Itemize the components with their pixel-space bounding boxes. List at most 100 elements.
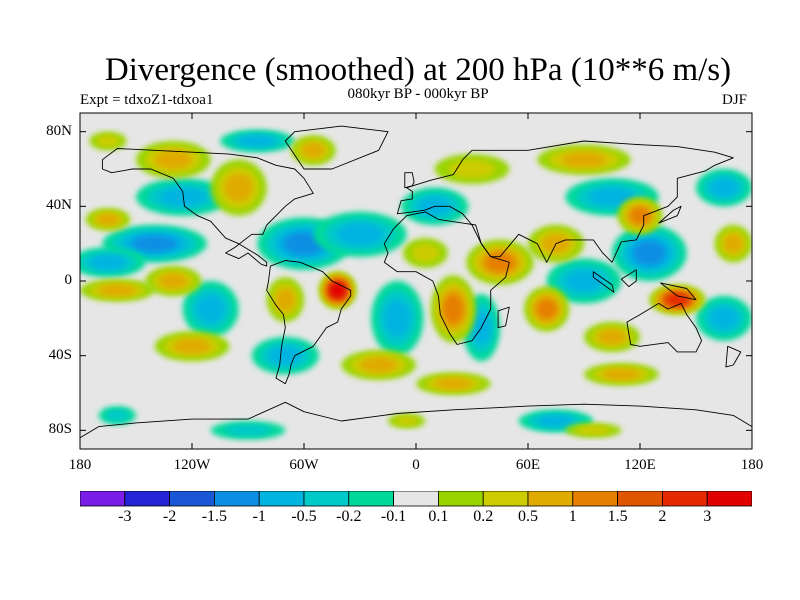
field-contour <box>434 378 473 390</box>
colorbar <box>80 491 752 507</box>
colorbar-swatch <box>706 491 752 507</box>
lon-label: 120E <box>624 457 656 473</box>
colorbar-swatch <box>572 491 618 507</box>
field-contour <box>598 329 626 345</box>
lat-label: 40S <box>48 346 72 363</box>
coastline-eurasia <box>396 140 734 263</box>
colorbar-level-label: 0.5 <box>518 508 538 525</box>
lon-label: 120W <box>173 457 211 473</box>
coastline-africa <box>383 211 510 345</box>
lon-label: 60W <box>289 457 319 473</box>
field-contour <box>630 207 650 224</box>
field-contour <box>710 178 738 198</box>
coastline-new-guinea <box>660 282 697 301</box>
lat-label: 0 <box>64 272 73 288</box>
lat-label: 40N <box>46 197 72 214</box>
field-contour <box>536 299 557 319</box>
coastlines <box>80 125 752 449</box>
colorbar-level-label: -2 <box>162 508 177 525</box>
colorbar-level-label: 2 <box>658 508 667 525</box>
field-contour <box>384 299 411 338</box>
colorbar-swatch <box>258 491 305 507</box>
coastline-south-america <box>266 260 352 385</box>
field-contour <box>602 368 640 380</box>
lat-label: 80S <box>48 421 72 438</box>
field-contour <box>173 338 211 354</box>
field-contour <box>724 234 743 254</box>
period-label: 080kyr BP - 000kyr BP <box>347 86 489 102</box>
colorbar-swatch <box>393 491 439 507</box>
field-contour <box>330 283 345 298</box>
field-contour <box>633 240 666 266</box>
coastline-borneo <box>620 269 637 288</box>
field-contour <box>575 425 611 436</box>
axis-ticks <box>79 113 753 449</box>
colorbar-level-label: -1 <box>252 508 266 525</box>
field-contour <box>224 424 272 437</box>
field-contour <box>360 357 398 373</box>
field-contour <box>395 416 419 426</box>
field-contour <box>411 243 440 263</box>
field-contour <box>336 223 384 246</box>
colorbar-level-label: -0.2 <box>336 508 362 525</box>
field-contour <box>565 269 603 293</box>
coastline-greenland <box>284 125 389 170</box>
field-contour <box>105 409 129 422</box>
field-contour <box>268 346 303 365</box>
colorbar-swatch <box>169 491 215 507</box>
field-contour <box>276 288 295 311</box>
colorbar-swatch <box>617 491 663 507</box>
map-title: Divergence (smoothed) at 200 hPa (10**6 … <box>104 52 732 88</box>
field-contour <box>302 142 325 158</box>
field-contour <box>443 294 464 324</box>
lon-label: 0 <box>412 457 420 473</box>
coastline-new-zealand <box>725 345 742 368</box>
coastline-sumatra <box>592 271 615 293</box>
colorbar-swatch <box>527 491 574 507</box>
colorbar-swatch <box>124 491 170 507</box>
coastline-japan <box>658 205 682 224</box>
experiment-label: Expt = tdxoZ1-tdxoa1 <box>80 92 214 108</box>
lat-label: 80N <box>46 122 72 139</box>
colorbar-level-label: 0.2 <box>473 508 494 525</box>
colorbar-swatch <box>662 491 708 507</box>
colorbar-level-label: -0.1 <box>380 508 407 525</box>
colorbar-level-label: 3 <box>703 508 712 525</box>
colorbar-level-label: -3 <box>118 508 132 525</box>
field-contour <box>98 284 136 296</box>
field-contour <box>96 135 120 147</box>
coastline-australia <box>626 302 703 353</box>
colorbar-level-label: 0.1 <box>428 508 449 525</box>
colorbar-level-label: -0.5 <box>291 508 317 525</box>
lon-label: 60E <box>515 457 541 473</box>
field-contour <box>154 150 192 170</box>
field-contour <box>710 307 738 330</box>
colorbar-swatch <box>303 491 350 507</box>
colorbar-level-label: 1.5 <box>607 508 628 525</box>
lon-label: 180 <box>740 457 764 473</box>
field-contour <box>89 254 127 270</box>
field-contour <box>159 187 207 207</box>
colorbar-swatch <box>437 491 484 507</box>
field-contour <box>588 187 636 207</box>
field-contour <box>131 235 178 252</box>
season-label: DJF <box>722 92 748 108</box>
lon-label: 180 <box>68 457 92 473</box>
colorbar-swatch <box>80 491 126 507</box>
field-contour <box>159 273 188 289</box>
field-contour <box>448 159 496 179</box>
field-contour <box>224 173 253 202</box>
field-contour <box>238 135 276 147</box>
field-contour <box>196 295 225 323</box>
coastline-antarctica <box>80 401 752 449</box>
field-contour <box>96 213 120 225</box>
coastline-uk <box>404 172 415 189</box>
coastline-madagascar <box>497 306 510 329</box>
colorbar-level-label: 1 <box>568 508 577 525</box>
coastline-north-america <box>101 148 314 267</box>
field-contour <box>537 415 575 427</box>
colorbar-swatch <box>482 491 529 507</box>
colorbar-swatch <box>213 491 260 507</box>
field-contour <box>560 152 608 168</box>
